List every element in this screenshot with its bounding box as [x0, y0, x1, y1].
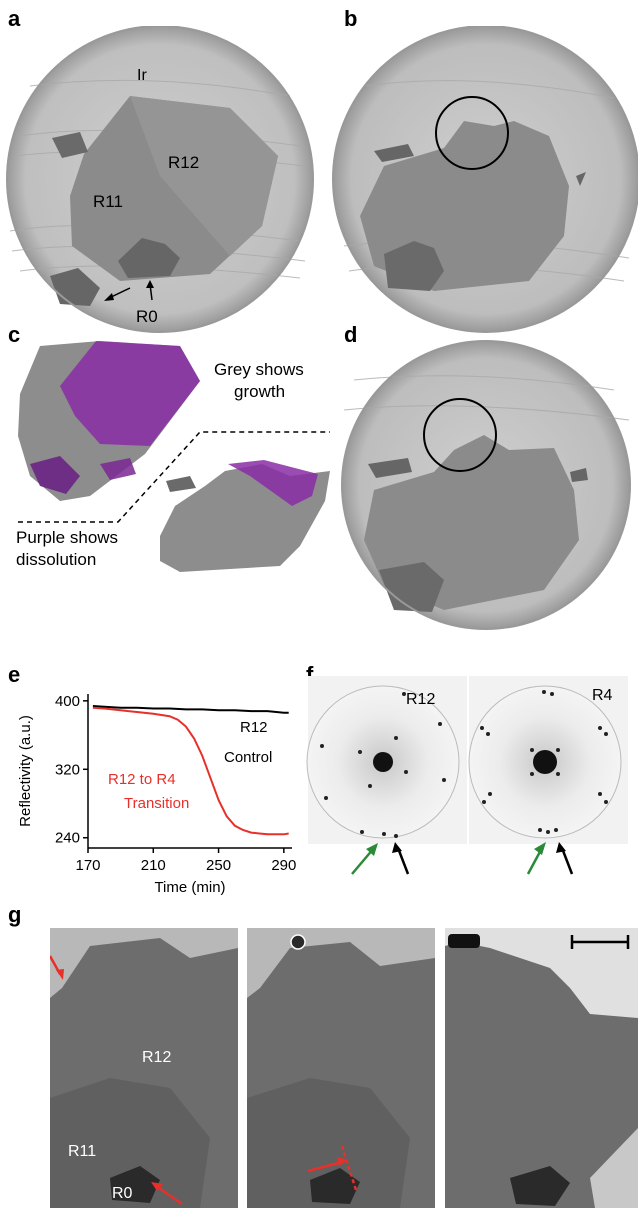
panel-g-label: g — [8, 902, 22, 927]
label-ir: Ir — [137, 67, 147, 84]
panel-d-label: d — [344, 322, 358, 347]
series-line-0 — [92, 705, 289, 714]
panel-b-label: b — [344, 6, 358, 31]
x-tick-label: 170 — [75, 857, 100, 874]
label-r0: R0 — [136, 307, 158, 326]
panel-a-label: a — [8, 6, 21, 31]
x-axis-label: Time (min) — [154, 879, 225, 896]
reflectivity-chart: Reflectivity (a.u.) Time (min) R12 Contr… — [17, 693, 296, 896]
panel-a-leem-image: Ir R12 R11 R0 — [6, 26, 314, 333]
y-axis-label: Reflectivity (a.u.) — [17, 715, 34, 827]
panel-c-label: c — [8, 322, 21, 347]
panel-e-label: e — [8, 662, 21, 687]
y-tick-label: 240 — [55, 830, 80, 847]
panel-f-leed-patterns: R12 R4 — [306, 676, 628, 875]
panel-f-label: f — [306, 662, 314, 687]
x-tick-label: 290 — [271, 857, 296, 874]
transition-annotation-r12-to-r4: R12 to R4 — [108, 771, 176, 788]
leed-label-r4: R4 — [592, 687, 613, 704]
y-tick-label: 400 — [55, 693, 80, 710]
panel-g-image-series: R12 R11 R0 — [50, 928, 638, 1208]
purple-dissolution-note-line1: Purple shows — [16, 528, 119, 547]
panel-d-leem-image — [341, 340, 631, 630]
panel-c-overlay-image — [18, 341, 330, 572]
panel-b-leem-image — [332, 26, 638, 333]
leed-label-r12: R12 — [406, 691, 435, 708]
grey-growth-note-line1: Grey shows — [214, 360, 304, 379]
label-r12: R12 — [168, 153, 199, 172]
transition-annotation-transition: Transition — [124, 795, 189, 812]
control-annotation-control: Control — [224, 749, 272, 766]
grey-growth-note-line2: growth — [234, 382, 286, 401]
label-r11: R11 — [93, 192, 123, 211]
x-tick-label: 210 — [141, 857, 166, 874]
g-label-r0: R0 — [112, 1185, 133, 1202]
g-label-r11: R11 — [68, 1143, 96, 1160]
x-tick-label: 250 — [206, 857, 231, 874]
series-line-1 — [92, 706, 289, 836]
purple-dissolution-note-line2: dissolution — [16, 550, 97, 569]
g-label-r12: R12 — [142, 1049, 171, 1066]
control-annotation-r12: R12 — [240, 719, 268, 736]
y-tick-label: 320 — [55, 761, 80, 778]
